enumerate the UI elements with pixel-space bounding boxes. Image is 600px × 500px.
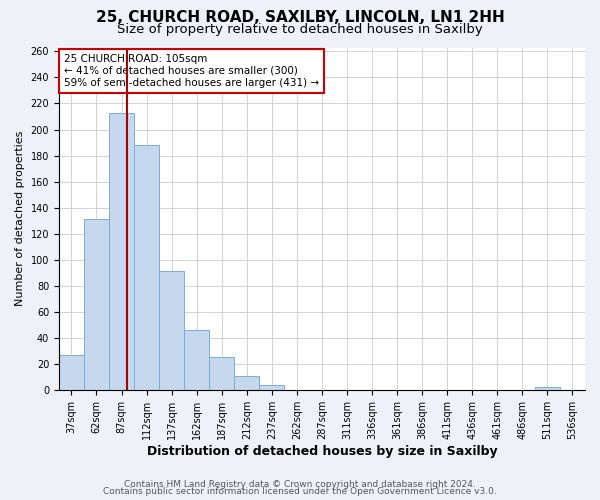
Bar bbox=[84, 220, 109, 390]
Y-axis label: Number of detached properties: Number of detached properties bbox=[15, 131, 25, 306]
Bar bbox=[234, 376, 259, 390]
Bar bbox=[259, 384, 284, 390]
Text: Size of property relative to detached houses in Saxilby: Size of property relative to detached ho… bbox=[117, 22, 483, 36]
Bar bbox=[159, 272, 184, 390]
Bar bbox=[109, 112, 134, 390]
X-axis label: Distribution of detached houses by size in Saxilby: Distribution of detached houses by size … bbox=[146, 444, 497, 458]
Bar bbox=[134, 145, 159, 390]
Text: Contains public sector information licensed under the Open Government Licence v3: Contains public sector information licen… bbox=[103, 487, 497, 496]
Bar bbox=[59, 354, 84, 390]
Text: 25, CHURCH ROAD, SAXILBY, LINCOLN, LN1 2HH: 25, CHURCH ROAD, SAXILBY, LINCOLN, LN1 2… bbox=[95, 10, 505, 25]
Bar bbox=[184, 330, 209, 390]
Bar bbox=[535, 387, 560, 390]
Bar bbox=[209, 358, 234, 390]
Text: Contains HM Land Registry data © Crown copyright and database right 2024.: Contains HM Land Registry data © Crown c… bbox=[124, 480, 476, 489]
Text: 25 CHURCH ROAD: 105sqm
← 41% of detached houses are smaller (300)
59% of semi-de: 25 CHURCH ROAD: 105sqm ← 41% of detached… bbox=[64, 54, 319, 88]
